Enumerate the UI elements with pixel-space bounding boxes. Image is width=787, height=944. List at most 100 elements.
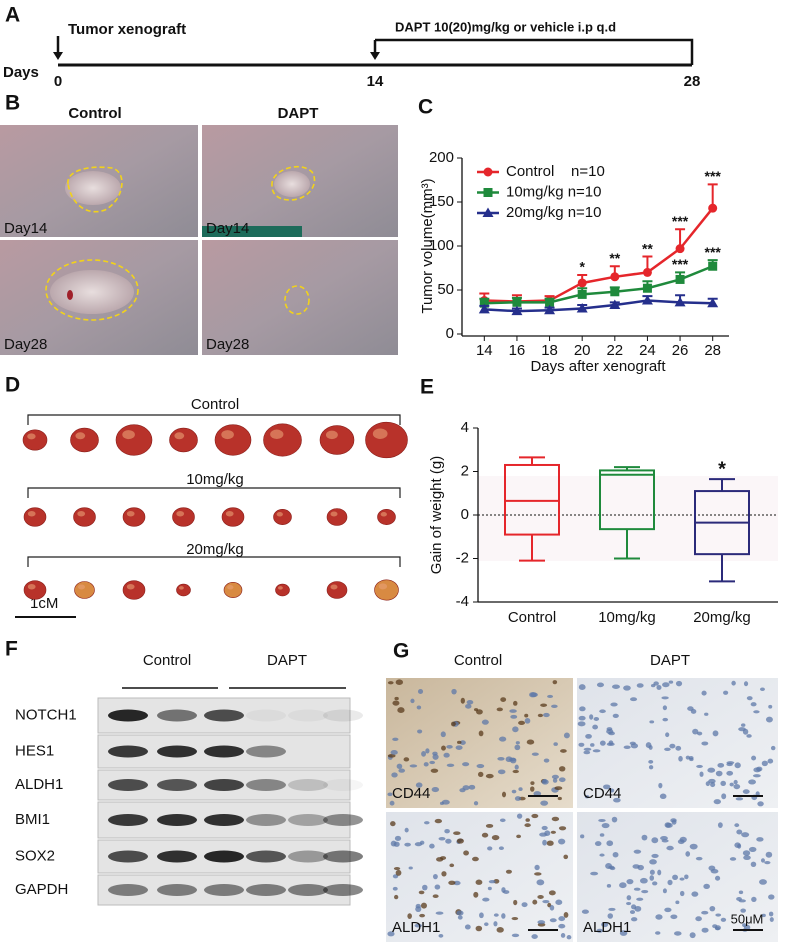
photo-label: Day14 [206, 220, 249, 237]
blot-panel: Control DAPT NOTCH1 HES1 ALDH1 BMI1 SOX2 GAPD… [15, 652, 363, 906]
cell-nucleus [530, 786, 535, 792]
cell-nucleus [553, 742, 558, 746]
cell-nucleus [531, 813, 539, 819]
tumor [50, 270, 134, 314]
cell-nucleus [748, 779, 756, 785]
cell-nucleus [733, 783, 741, 790]
cell-nucleus [466, 699, 474, 705]
cell-nucleus [685, 755, 690, 760]
cell-nucleus [404, 842, 411, 847]
cell-nucleus [459, 740, 466, 745]
cell-nucleus [496, 927, 504, 933]
cell-nucleus [583, 747, 592, 751]
cell-nucleus [446, 763, 455, 767]
cell-nucleus [498, 846, 504, 851]
tumor-highlight [75, 432, 86, 440]
cell-nucleus [665, 732, 670, 738]
blot-band [323, 779, 363, 791]
blot-band [157, 884, 197, 896]
cell-nucleus [438, 837, 446, 841]
tumor-highlight [27, 510, 36, 517]
cell-nucleus [690, 709, 697, 714]
cell-nucleus [524, 717, 531, 724]
cell-nucleus [473, 891, 479, 898]
cell-nucleus [441, 745, 446, 751]
cell-nucleus [733, 779, 738, 785]
cell-nucleus [649, 869, 655, 875]
cell-nucleus [509, 709, 517, 713]
cell-nucleus [482, 897, 490, 902]
photo-label: Day14 [4, 220, 47, 237]
tumor-highlight [78, 584, 85, 590]
x-tick-label: Control [508, 609, 556, 626]
cell-nucleus [419, 840, 425, 845]
cell-nucleus [695, 856, 703, 861]
tumor-highlight [380, 512, 387, 517]
cell-nucleus [593, 717, 600, 721]
cell-nucleus [387, 754, 396, 758]
cell-nucleus [598, 818, 606, 822]
panel-letter: C [418, 96, 433, 119]
marker [708, 261, 718, 271]
cell-nucleus [726, 770, 734, 776]
tumor [326, 581, 348, 599]
cell-nucleus [761, 913, 766, 918]
cell-nucleus [410, 698, 415, 704]
cell-nucleus [692, 728, 699, 735]
cell-nucleus [387, 931, 395, 937]
cell-nucleus [626, 879, 634, 885]
cell-nucleus [542, 839, 547, 846]
significance: *** [672, 213, 689, 229]
cell-nucleus [421, 751, 427, 757]
cell-nucleus [705, 781, 710, 787]
cell-nucleus [585, 733, 592, 739]
cell-nucleus [608, 907, 616, 911]
cell-nucleus [566, 935, 572, 940]
cell-nucleus [601, 921, 609, 928]
group-label: DAPT [267, 652, 307, 669]
cell-nucleus [590, 871, 599, 876]
blot-band [157, 709, 197, 722]
tumor-highlight [378, 583, 388, 590]
cell-nucleus [423, 762, 429, 767]
cell-nucleus [457, 740, 462, 744]
cell-nucleus [516, 834, 522, 839]
cell-nucleus [753, 710, 760, 714]
marker [577, 289, 587, 299]
cell-nucleus [648, 765, 654, 770]
marker [577, 278, 587, 288]
cell-nucleus [505, 869, 512, 874]
cell-nucleus [549, 918, 557, 923]
cell-nucleus [689, 757, 694, 762]
cell-nucleus [649, 720, 655, 724]
blot-band [204, 884, 244, 896]
cell-nucleus [407, 913, 412, 920]
cell-nucleus [419, 913, 426, 918]
blot-band [108, 709, 148, 722]
cell-nucleus [657, 869, 662, 876]
protein-label: ALDH1 [15, 776, 63, 793]
cell-nucleus [462, 762, 470, 767]
cell-nucleus [558, 766, 566, 772]
cell-nucleus [563, 732, 570, 739]
cell-nucleus [510, 714, 518, 719]
image-label: CD44 [583, 785, 621, 802]
cell-nucleus [394, 835, 402, 841]
cell-nucleus [488, 880, 496, 884]
cell-nucleus [678, 755, 683, 762]
cell-nucleus [708, 865, 716, 871]
cell-nucleus [393, 867, 401, 871]
cell-nucleus [429, 843, 435, 849]
cell-nucleus [633, 887, 641, 891]
cell-nucleus [540, 703, 548, 707]
event-label: Tumor xenograft [68, 21, 186, 38]
cell-nucleus [610, 702, 618, 707]
cell-nucleus [669, 743, 676, 749]
tumor [365, 421, 408, 459]
cell-nucleus [525, 818, 530, 822]
cell-nucleus [533, 791, 542, 797]
blot-band [157, 814, 197, 826]
cell-nucleus [701, 927, 709, 933]
cell-nucleus [526, 739, 535, 745]
cell-nucleus [701, 741, 709, 746]
